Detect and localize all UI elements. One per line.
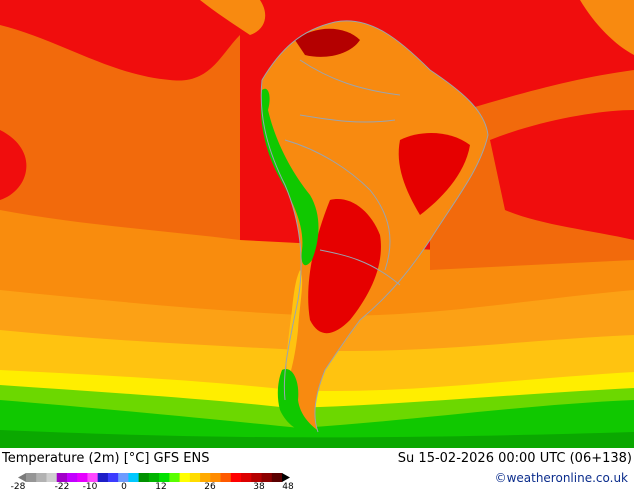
scale-swatch [77,473,88,482]
scale-tick-label: -28 [10,482,26,492]
scale-swatch [66,473,78,482]
scale-swatch [138,473,150,482]
scale-swatch [87,473,99,482]
scale-swatch [46,473,58,482]
andes-cool-strip [260,88,319,266]
ocean-warm-patch-west [0,130,27,200]
scale-swatch [200,473,211,482]
map-footer: Temperature (2m) [°C] GFS ENS Su 15-02-2… [0,448,634,490]
hot-zone-north [295,28,360,57]
scale-swatch [241,473,252,482]
africa-edge-land [580,0,634,55]
scale-swatch [251,473,263,482]
hot-zone-chaco [308,199,381,334]
map-title: Temperature (2m) [°C] GFS ENS [2,451,210,466]
scale-swatch [169,473,181,482]
scale-tick-label: 38 [253,482,265,492]
temperature-map [0,0,634,448]
color-scale [18,473,290,482]
scale-swatch [220,473,232,482]
scale-swatch [128,473,140,482]
scale-arrow-low [18,473,26,482]
scale-swatch [36,473,47,482]
scale-arrow-high [282,473,290,482]
map-canvas [0,0,634,448]
scale-swatch [189,473,201,482]
scale-swatch [26,473,37,482]
central-america-land [200,0,266,35]
scale-swatch [261,473,273,482]
scale-swatch [179,473,191,482]
scale-swatch [56,473,68,482]
scale-tick-label: 48 [282,482,294,492]
ocean-band-dark-green [0,430,634,448]
scale-swatch [107,473,119,482]
scale-tick-label: -22 [54,482,70,492]
ocean-warm-patch-east [490,110,634,240]
country-borders [260,20,489,433]
hot-zone-brazil [398,133,470,215]
scale-tick-label: 26 [204,482,216,492]
scale-swatch [210,473,222,482]
patagonia-cool [277,369,320,434]
scale-swatch [148,473,160,482]
scale-swatch [159,473,170,482]
scale-swatch [230,473,242,482]
scale-swatch [97,473,109,482]
scale-tick-label: 0 [121,482,127,492]
scale-tick-label: -10 [82,482,98,492]
scale-tick-label: 12 [155,482,167,492]
scale-swatch [271,473,283,482]
scale-swatch [118,473,129,482]
run-info: Su 15-02-2026 00:00 UTC (06+138) [397,451,632,466]
credit-link[interactable]: ©weatheronline.co.uk [494,471,628,485]
